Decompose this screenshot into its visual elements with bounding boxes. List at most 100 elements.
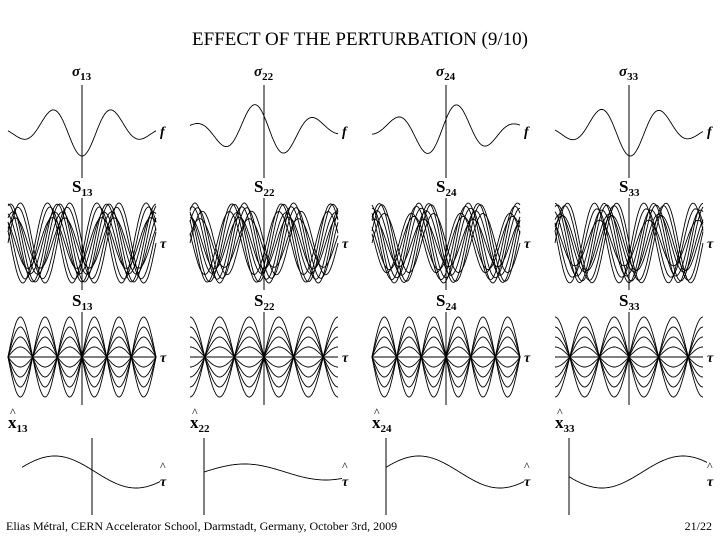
mode-curve (189, 207, 339, 279)
panel-label: S24 (436, 291, 457, 313)
mode-curve (554, 202, 704, 284)
orbit-curve (21, 455, 161, 489)
mode-curve (7, 202, 157, 284)
label-subscript: 33 (628, 301, 640, 313)
mode-curve (554, 215, 704, 271)
label-hat: ^ (374, 405, 380, 419)
mode-curve (371, 203, 521, 283)
mode-curve (189, 316, 339, 398)
axis-label: τ (342, 237, 349, 252)
label-subscript: 13 (17, 423, 29, 435)
label-subscript: 33 (628, 187, 640, 199)
panel-label: x13 (8, 413, 28, 435)
mode-curve (189, 218, 339, 268)
label-subscript: 22 (199, 423, 211, 435)
label-symbol: x (190, 413, 199, 432)
mode-curve (189, 210, 339, 276)
axis-label: τ (707, 475, 714, 490)
axis-label: τ (160, 237, 167, 252)
panel-label: S33 (619, 177, 640, 199)
label-subscript: 33 (564, 423, 576, 435)
mode-curve (7, 211, 157, 275)
mode-curve (371, 204, 521, 282)
label-symbol: σ (254, 64, 263, 80)
orbit-curve (568, 455, 708, 489)
axis-label: τ (160, 351, 167, 366)
label-hat: ^ (192, 405, 198, 419)
axis-label: τ (342, 351, 349, 366)
mode-curve (554, 209, 704, 277)
mode-curve (371, 316, 521, 398)
panel-label: S22 (254, 177, 275, 199)
label-symbol: S (619, 177, 628, 196)
panel-label: S13 (72, 291, 93, 313)
panel-label: S24 (436, 177, 457, 199)
panel-label: S33 (619, 291, 640, 313)
axis-label: f (524, 125, 530, 140)
label-symbol: S (436, 291, 445, 310)
label-subscript: 24 (444, 71, 456, 83)
label-subscript: 22 (263, 187, 275, 199)
label-subscript: 13 (80, 71, 92, 83)
axis-hat: ^ (342, 459, 348, 473)
axis-label: τ (524, 475, 531, 490)
label-subscript: 33 (627, 71, 639, 83)
mode-curve (7, 316, 157, 398)
mode-curve (189, 216, 339, 270)
panel-label: σ24 (436, 64, 456, 83)
slide-title: EFFECT OF THE PERTURBATION (9/10) (192, 29, 528, 50)
orbit-curve (385, 455, 525, 489)
label-subscript: 24 (445, 301, 457, 313)
mode-curve (7, 211, 157, 275)
label-symbol: x (8, 413, 17, 432)
mode-curve (7, 203, 157, 283)
mode-curve (7, 202, 157, 284)
panel-label: S13 (72, 177, 93, 199)
label-symbol: x (555, 413, 564, 432)
axis-label: f (342, 125, 348, 140)
label-subscript: 22 (262, 71, 274, 83)
panel-label: x22 (190, 413, 210, 435)
label-symbol: σ (72, 64, 81, 80)
mode-curve (554, 202, 704, 284)
spectrum-curve (7, 109, 157, 157)
mode-curve (7, 206, 157, 280)
axis-hat: ^ (524, 459, 530, 473)
mode-curve (7, 217, 157, 269)
axis-label: τ (160, 475, 167, 490)
axis-label: τ (524, 237, 531, 252)
axis-label: τ (524, 351, 531, 366)
mode-curve (554, 213, 704, 273)
spectrum-curve (371, 104, 521, 154)
mode-curve (189, 211, 339, 275)
mode-curve (371, 205, 521, 281)
mode-curve (554, 202, 704, 284)
label-symbol: x (372, 413, 381, 432)
mode-curve (371, 212, 521, 274)
label-subscript: 24 (381, 423, 393, 435)
spectrum-curve (554, 108, 704, 157)
panel-label: x33 (555, 413, 575, 435)
label-symbol: S (436, 177, 445, 196)
mode-curve (371, 218, 521, 268)
axis-label: τ (342, 475, 349, 490)
mode-curve (371, 213, 521, 273)
mode-curve (189, 203, 339, 283)
mode-curve (554, 316, 704, 398)
mode-curve (554, 204, 704, 282)
label-symbol: S (254, 177, 263, 196)
axis-label: f (707, 125, 713, 140)
mode-curve (554, 208, 704, 278)
label-subscript: 24 (445, 187, 457, 199)
mode-curve (371, 202, 521, 284)
label-hat: ^ (10, 405, 16, 419)
label-symbol: σ (619, 64, 628, 80)
mode-curve (189, 203, 339, 283)
label-symbol: S (619, 291, 628, 310)
axis-hat: ^ (707, 459, 713, 473)
mode-curve (7, 203, 157, 283)
label-subscript: 22 (263, 301, 275, 313)
label-subscript: 13 (81, 301, 93, 313)
orbit-curve (203, 463, 343, 481)
